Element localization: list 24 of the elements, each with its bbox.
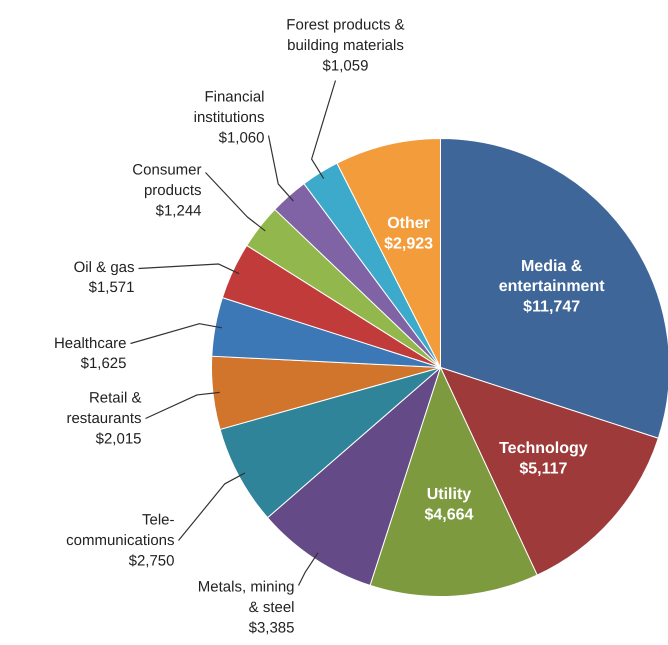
slice-label: Metals, mining & steel bbox=[198, 578, 294, 616]
slice-label: Healthcare bbox=[54, 334, 127, 352]
data-label: $1,571 bbox=[88, 279, 135, 296]
data-label: $3,385 bbox=[248, 619, 295, 636]
data-label: $4,664 bbox=[424, 506, 474, 524]
slice-label: Tele- communications bbox=[66, 512, 175, 549]
data-label: $1,059 bbox=[322, 57, 368, 74]
data-label: $1,625 bbox=[80, 355, 127, 372]
slice-label: Technology bbox=[499, 440, 588, 457]
slice-label: Media & entertainment bbox=[498, 258, 606, 296]
data-label: $2,750 bbox=[128, 552, 175, 570]
slice-label: Oil & gas bbox=[74, 258, 134, 276]
slice-label: Consumer products bbox=[132, 162, 202, 199]
data-label: $11,747 bbox=[523, 298, 580, 316]
data-label: $1,244 bbox=[156, 202, 202, 220]
data-label: $5,117 bbox=[519, 460, 568, 478]
data-label: $2,923 bbox=[384, 236, 434, 253]
slice-label: Financial institutions bbox=[194, 88, 265, 126]
slice-label: Forest products & building materials bbox=[286, 16, 405, 54]
data-label: $1,060 bbox=[218, 129, 265, 146]
data-label: $2,015 bbox=[96, 430, 142, 448]
slice-label: Other bbox=[387, 215, 430, 232]
slice-label: Retail & restaurants bbox=[66, 390, 142, 427]
slice-label: Utility bbox=[426, 486, 472, 503]
